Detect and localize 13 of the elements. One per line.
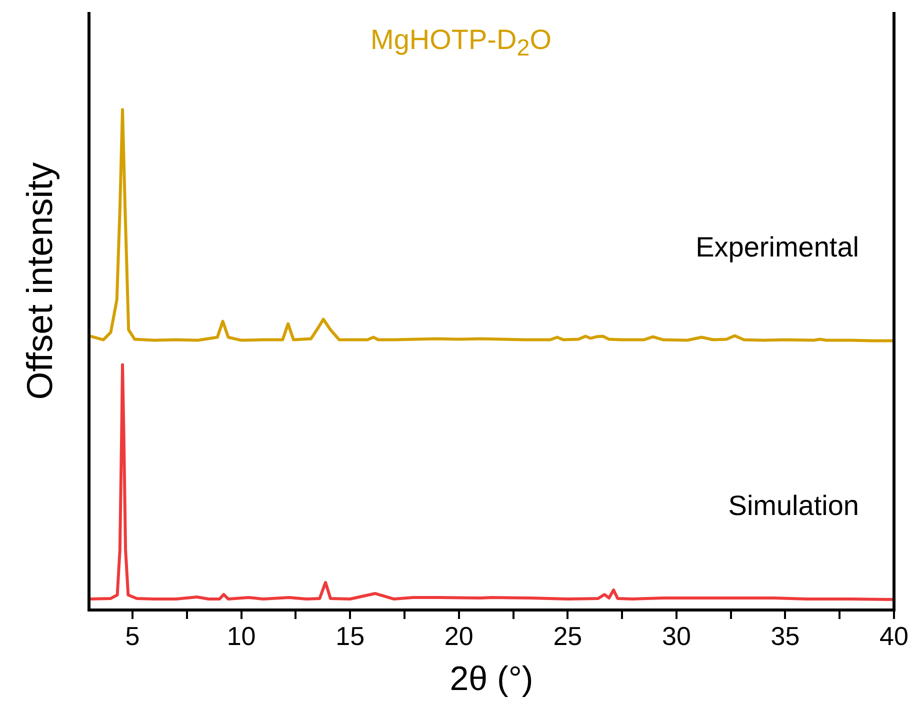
x-tick-label: 30: [662, 620, 691, 651]
x-tick-label: 20: [444, 620, 474, 651]
y-axis-title: Offset intensity: [19, 161, 61, 402]
text: Experimental: [696, 231, 859, 262]
chart-title: MgHOTP-D$_{2}$O: [370, 24, 552, 62]
x-tick-label: 15: [336, 620, 365, 651]
x-tick-label: 40: [880, 620, 908, 651]
x-tick-label: 35: [770, 620, 800, 651]
x-axis-title: 2θ (°): [450, 660, 534, 698]
x-tick-label: 25: [553, 620, 582, 651]
x-tick-label: 10: [226, 620, 256, 651]
x-tick-label: 5: [125, 620, 140, 651]
text: Simulation: [728, 490, 859, 522]
